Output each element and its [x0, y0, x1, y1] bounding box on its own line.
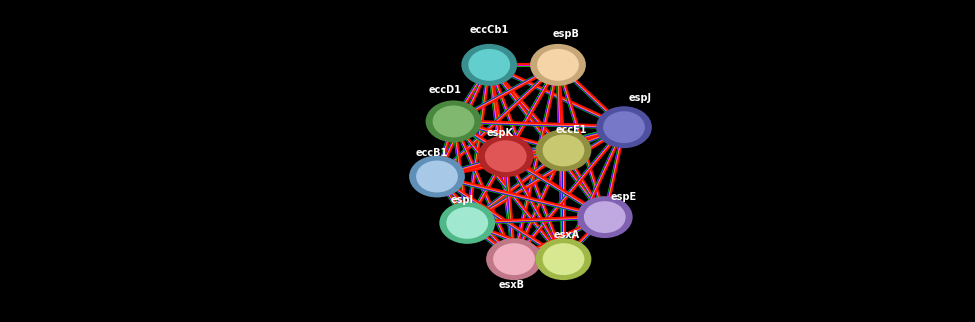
Ellipse shape	[604, 111, 644, 143]
Text: eccCb1: eccCb1	[470, 25, 509, 35]
Text: espK: espK	[487, 128, 514, 138]
Ellipse shape	[410, 156, 465, 197]
Ellipse shape	[584, 201, 626, 233]
Ellipse shape	[468, 49, 510, 81]
Text: eccE1: eccE1	[556, 125, 588, 135]
Text: espE: espE	[611, 192, 637, 202]
Ellipse shape	[485, 140, 526, 172]
Text: eccB1: eccB1	[415, 148, 448, 158]
Ellipse shape	[478, 135, 533, 177]
Text: espB: espB	[553, 29, 580, 39]
Ellipse shape	[440, 202, 495, 244]
Ellipse shape	[461, 44, 517, 86]
Ellipse shape	[537, 49, 579, 81]
Ellipse shape	[487, 238, 542, 280]
Ellipse shape	[530, 44, 586, 86]
Text: esxA: esxA	[553, 230, 579, 240]
Text: espJ: espJ	[629, 93, 652, 103]
Ellipse shape	[426, 100, 482, 142]
Ellipse shape	[493, 243, 535, 275]
Text: eccD1: eccD1	[429, 84, 462, 94]
Ellipse shape	[447, 207, 488, 239]
Ellipse shape	[577, 196, 633, 238]
Text: esxB: esxB	[498, 280, 525, 290]
Text: espI: espI	[450, 195, 473, 205]
Ellipse shape	[596, 106, 652, 148]
Ellipse shape	[433, 105, 475, 137]
Ellipse shape	[416, 161, 458, 193]
Ellipse shape	[543, 243, 584, 275]
Ellipse shape	[543, 135, 584, 166]
Ellipse shape	[535, 238, 592, 280]
Ellipse shape	[535, 129, 592, 171]
